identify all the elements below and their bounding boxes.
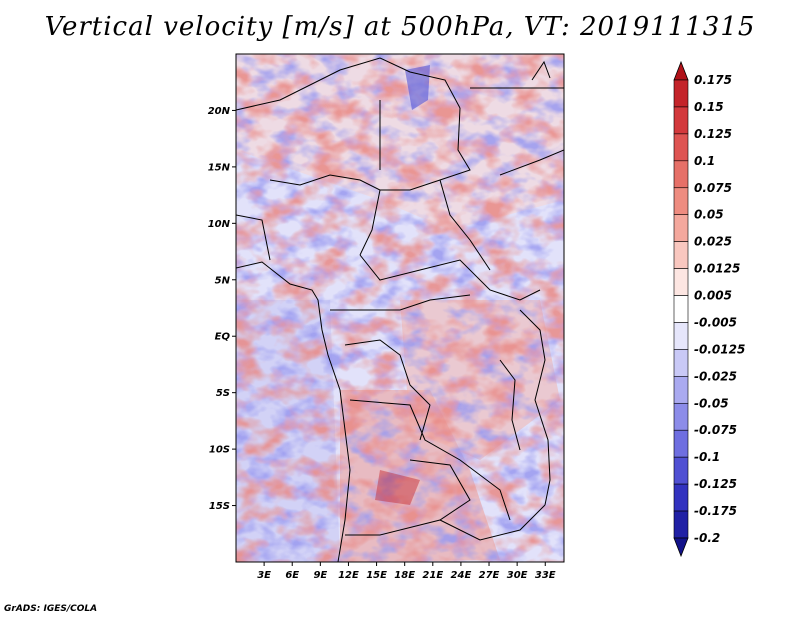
lon-tick-label: 9E: [313, 570, 327, 581]
lon-tick-label: 30E: [507, 570, 528, 581]
colorbar-label: -0.2: [694, 531, 720, 545]
map-title: Vertical velocity [m/s] at 500hPa, VT: 2…: [44, 12, 756, 42]
colorbar-label: -0.1: [694, 450, 720, 464]
colorbar-label: -0.025: [694, 369, 737, 383]
lat-tick-label: EQ: [215, 332, 231, 343]
colorbar-segment: [673, 133, 689, 162]
lon-tick-label: 21E: [422, 570, 443, 581]
colorbar-segment: [673, 322, 689, 350]
colorbar-segment: [673, 106, 689, 135]
colorbar-label: -0.005: [694, 315, 737, 329]
colorbar-segment: [673, 402, 689, 431]
map-frame: 20N 15N 10N 5N EQ 5S 10S 15S 3E 6E 9E 12E 15E 18E 21E…: [208, 53, 565, 581]
colorbar-label: -0.075: [694, 423, 737, 437]
velocity-field: [236, 54, 564, 562]
colorbar-label: 0.0125: [694, 262, 740, 276]
colorbar-segment: [673, 295, 689, 323]
colorbar-label: 0.1: [694, 154, 715, 168]
latitude-axis: 20N 15N 10N 5N EQ 5S 10S 15S: [208, 106, 236, 512]
lon-tick-label: 6E: [285, 570, 299, 581]
colorbar-label: -0.05: [694, 396, 729, 410]
lon-tick-label: 3E: [257, 570, 271, 581]
colorbar-segment: [673, 349, 689, 377]
lat-tick-label: 20N: [208, 106, 231, 117]
colorbar-label: 0.05: [694, 208, 724, 222]
lon-tick-label: 24E: [451, 570, 472, 581]
lat-tick-label: 15S: [209, 501, 230, 512]
colorbar-segment: [673, 510, 689, 539]
colorbar-label: -0.175: [694, 504, 737, 518]
colorbar-label: 0.025: [694, 235, 732, 249]
colorbar-label: 0.15: [694, 100, 724, 114]
colorbar-top-arrow: [673, 60, 689, 81]
colorbar-segment: [673, 456, 689, 485]
colorbar-segment: [673, 376, 689, 404]
lon-tick-label: 12E: [338, 570, 359, 581]
lat-tick-label: 10S: [209, 445, 230, 456]
colorbar-segment: [673, 79, 689, 108]
lon-tick-label: 18E: [394, 570, 415, 581]
lat-tick-label: 5S: [216, 388, 230, 399]
colorbar-segment: [673, 160, 689, 189]
lat-tick-label: 10N: [208, 219, 231, 230]
colorbar: 0.175 0.15 0.125 0.1 0.075 0.05 0.025 0.0125 0.0…: [673, 60, 745, 558]
longitude-axis: 3E 6E 9E 12E 15E 18E 21E 24E 27E 30E 33E: [257, 562, 556, 581]
colorbar-label: 0.125: [694, 127, 732, 141]
lon-tick-label: 27E: [479, 570, 500, 581]
credit-label: GrADS: IGES/COLA: [4, 604, 98, 614]
lat-tick-label: 15N: [208, 162, 231, 173]
colorbar-label: -0.0125: [694, 342, 745, 356]
colorbar-label: 0.005: [694, 289, 732, 303]
lon-tick-label: 33E: [535, 570, 556, 581]
colorbar-label: 0.075: [694, 181, 732, 195]
colorbar-label: -0.125: [694, 477, 737, 491]
lat-tick-label: 5N: [215, 275, 231, 286]
colorbar-label: 0.175: [694, 73, 732, 87]
colorbar-segment: [673, 214, 689, 242]
colorbar-segment: [673, 268, 689, 296]
borders: [236, 57, 564, 562]
colorbar-segment: [673, 429, 689, 458]
colorbar-bottom-arrow: [673, 537, 689, 558]
lon-tick-label: 15E: [366, 570, 387, 581]
colorbar-segment: [673, 241, 689, 269]
colorbar-segment: [673, 483, 689, 512]
colorbar-segment: [673, 187, 689, 216]
